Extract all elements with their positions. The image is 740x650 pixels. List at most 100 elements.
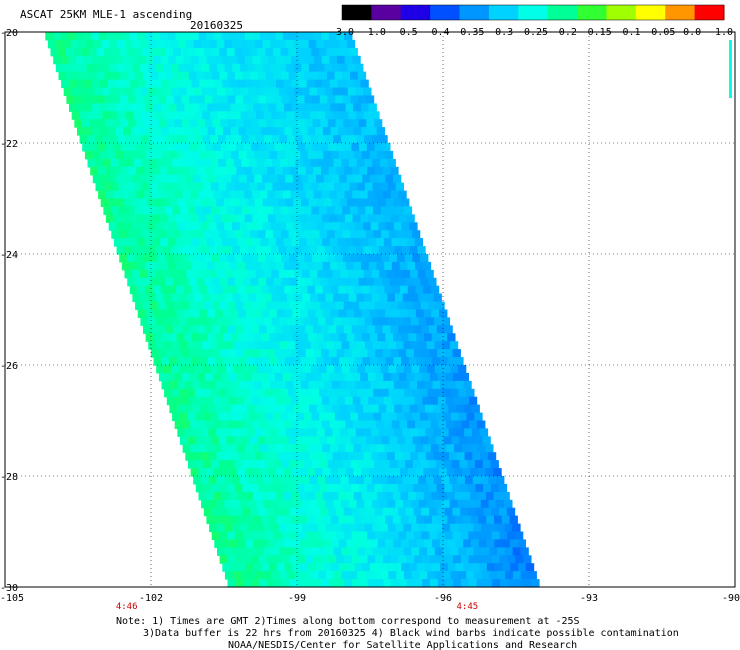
swath-cell (288, 460, 298, 469)
swath-cell (253, 333, 263, 342)
swath-cell (58, 71, 67, 81)
swath-cell (479, 563, 488, 572)
swath-cell (463, 404, 473, 414)
swath-cell (210, 412, 220, 422)
swath-cell (111, 230, 120, 239)
swath-cell (284, 539, 293, 548)
swath-cell (321, 372, 330, 382)
swath-cell (383, 372, 392, 382)
swath-cell (108, 198, 117, 207)
swath-cell (153, 127, 163, 136)
swath-cell (471, 539, 480, 548)
swath-cell (81, 95, 90, 104)
swath-cell (395, 341, 405, 350)
swath-cell (74, 95, 83, 104)
swath-cell (171, 135, 181, 144)
swath-cell (266, 119, 275, 128)
swath-cell (250, 460, 259, 469)
swath-cell (239, 222, 248, 231)
swath-cell (451, 412, 460, 422)
swath-cell (125, 87, 134, 96)
swath-cell (187, 460, 197, 469)
swath-cell (507, 579, 517, 588)
swath-cell (257, 412, 266, 422)
swath-cell (145, 285, 154, 295)
swath-cell (340, 111, 349, 120)
swath-cell (140, 63, 149, 73)
colorbar-label: 1.0 (715, 27, 733, 38)
swath-cell (227, 507, 236, 517)
swath-cell (298, 372, 307, 382)
swath-cell (202, 158, 212, 168)
swath-cell (313, 166, 322, 176)
y-tick-label: -26 (0, 361, 18, 372)
swath-cell (386, 269, 396, 279)
swath-cell (447, 515, 456, 525)
swath-cell (448, 380, 457, 390)
swath-cell (436, 325, 446, 334)
swath-cell (245, 563, 254, 572)
swath-cell (306, 190, 315, 200)
swath-cell (193, 63, 203, 73)
swath-cell (355, 87, 364, 96)
swath-cell (403, 547, 413, 556)
swath-cell (505, 571, 514, 580)
swath-cell (316, 357, 325, 366)
swath-cell (273, 277, 283, 287)
swath-cell (264, 317, 273, 326)
swath-cell (291, 491, 301, 501)
swath-cell (385, 515, 394, 525)
swath-cell (252, 420, 261, 429)
swath-cell (169, 150, 178, 160)
swath-cell (351, 277, 360, 287)
swath-cell (226, 483, 236, 493)
swath-cell (333, 571, 343, 580)
swath-cell (472, 428, 481, 437)
swath-cell (304, 254, 313, 263)
swath-cell (374, 460, 383, 469)
swath-cell (255, 269, 264, 279)
swath-cell (381, 277, 391, 287)
swath-cell (208, 380, 217, 390)
swath-cell (225, 111, 234, 120)
swath-cell (270, 476, 280, 485)
swath-cell (342, 388, 351, 398)
swath-cell (452, 531, 462, 540)
swath-cell (460, 555, 470, 564)
swath-cell (216, 476, 225, 485)
swath-cell (220, 349, 229, 358)
swath-cell (371, 111, 380, 120)
swath-cell (321, 579, 330, 588)
swath-cell (344, 396, 354, 406)
swath-cell (235, 555, 244, 564)
swath-cell (315, 309, 324, 318)
swath-cell (344, 349, 353, 358)
swath-cell (390, 555, 400, 564)
swath-cell (165, 254, 174, 263)
swath-cell (348, 269, 357, 279)
swath-cell (305, 555, 314, 564)
swath-cell (405, 460, 414, 469)
swath-cell (328, 301, 337, 311)
swath-cell (300, 309, 309, 318)
swath-cell (404, 254, 413, 263)
swath-cell (232, 499, 241, 509)
swath-cell (321, 214, 331, 223)
swath-cell (283, 468, 293, 477)
swath-cell (360, 103, 370, 112)
swath-cell (241, 158, 250, 168)
swath-cell (343, 301, 352, 311)
swath-cell (274, 349, 283, 358)
swath-cell (437, 396, 447, 406)
swath-cell (294, 317, 304, 326)
swath-cell (357, 547, 366, 556)
swath-cell (153, 309, 162, 318)
swath-cell (336, 325, 345, 334)
swath-cell (197, 143, 206, 152)
swath-cell (312, 254, 321, 263)
swath-cell (395, 293, 404, 303)
swath-cell (331, 150, 340, 160)
swath-cell (248, 111, 257, 120)
swath-cell (99, 55, 108, 65)
swath-cell (278, 452, 287, 461)
